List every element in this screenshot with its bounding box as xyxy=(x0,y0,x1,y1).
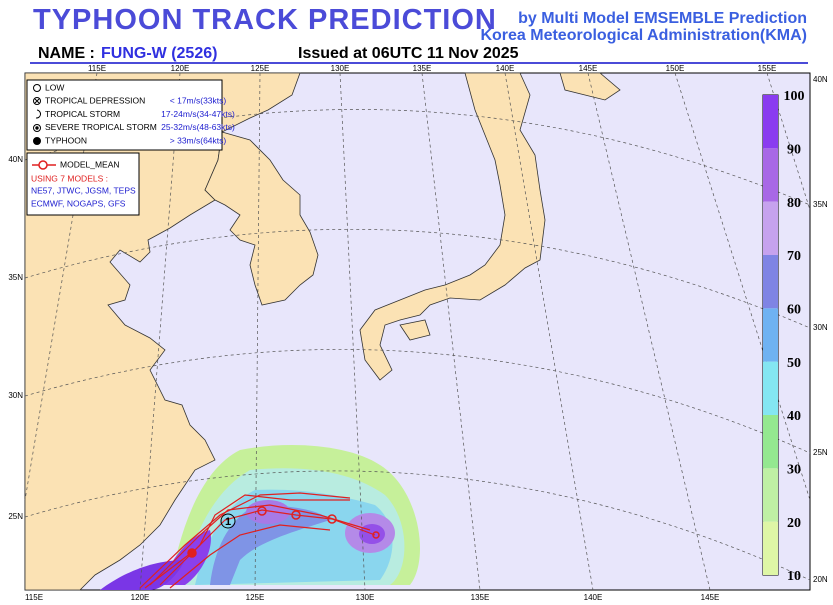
graticule xyxy=(24,72,811,591)
legend-models: ECMWF, NOGAPS, GFS xyxy=(31,198,126,208)
colorbar-label: 100 xyxy=(784,89,805,104)
legend-models: NE57, JTWC, JGSM, TEPS xyxy=(31,185,136,195)
colorbar-segment xyxy=(763,148,778,202)
lat-label: 25N xyxy=(813,448,828,457)
colorbar-segment xyxy=(763,201,778,255)
lon-label: 130E xyxy=(331,64,350,73)
colorbar-label: 10 xyxy=(787,569,801,584)
colorbar-label: 60 xyxy=(787,303,801,318)
lon-label: 125E xyxy=(251,64,270,73)
legend-label: MODEL_MEAN xyxy=(60,159,120,169)
lon-label: 115E xyxy=(25,593,43,602)
colorbar-segment xyxy=(763,468,778,522)
colorbar-segment xyxy=(763,521,778,575)
lon-label: 135E xyxy=(413,64,432,73)
track-marker-ring xyxy=(220,513,236,529)
lon-label: 155E xyxy=(758,64,777,73)
subtitle: Korea Meteorological Administration(KMA) xyxy=(480,27,807,44)
lat-label: 30N xyxy=(8,391,23,400)
lon-label: 135E xyxy=(471,593,490,602)
subtitle: by Multi Model EMSEMBLE Prediction xyxy=(518,10,807,27)
colorbar-segment xyxy=(763,95,778,149)
lat-label: 35N xyxy=(813,200,828,209)
colorbar-label: 80 xyxy=(787,196,801,211)
track-marker: 1 xyxy=(225,516,231,528)
legend-label: LOW xyxy=(45,82,64,92)
name-label: NAME : xyxy=(38,45,95,62)
legend-label: TROPICAL DEPRESSION xyxy=(45,96,145,106)
legend-speed: < 17m/s(33kts) xyxy=(170,96,227,106)
lat-label: 35N xyxy=(8,273,23,282)
lat-label: 20N xyxy=(813,575,828,584)
lon-label: 130E xyxy=(356,593,375,602)
lat-label: 25N xyxy=(8,512,23,521)
colorbar-segment xyxy=(763,308,778,362)
lat-label: 40N xyxy=(813,75,828,84)
colorbar-segment xyxy=(763,255,778,309)
legend-label: TYPHOON xyxy=(45,135,87,145)
title: TYPHOON TRACK PREDICTION xyxy=(33,4,497,36)
legend-speed: 17-24m/s(34-47kts) xyxy=(161,109,235,119)
lon-label: 140E xyxy=(584,593,603,602)
legend-speed: 25-32m/s(48-63kts) xyxy=(161,122,235,132)
track-points xyxy=(187,506,380,558)
colorbar-label: 90 xyxy=(787,143,801,158)
lon-label: 150E xyxy=(666,64,685,73)
colorbar-segment xyxy=(763,415,778,469)
lat-label: 40N xyxy=(8,155,23,164)
colorbar-label: 50 xyxy=(787,356,801,371)
legend-models: USING 7 MODELS : xyxy=(31,173,108,183)
colorbar-label: 30 xyxy=(787,463,801,478)
lon-label: 125E xyxy=(246,593,265,602)
lon-label: 120E xyxy=(131,593,150,602)
lon-label: 115E xyxy=(88,64,106,73)
typhoon-name: FUNG-W (2526) xyxy=(101,45,218,62)
lon-label: 120E xyxy=(171,64,190,73)
lon-label: 145E xyxy=(579,64,598,73)
legend xyxy=(26,79,223,216)
legend-label: TROPICAL STORM xyxy=(45,109,120,119)
legend-label: SEVERE TROPICAL STORM xyxy=(45,122,157,132)
lat-label: 30N xyxy=(813,323,828,332)
lon-label: 140E xyxy=(496,64,515,73)
lon-label: 145E xyxy=(701,593,720,602)
colorbar-label: 40 xyxy=(787,409,801,424)
colorbar-segment xyxy=(763,361,778,415)
legend-speed: > 33m/s(64kts) xyxy=(170,135,227,145)
issued-time: Issued at 06UTC 11 Nov 2025 xyxy=(298,45,519,62)
colorbar-label: 70 xyxy=(787,249,801,264)
colorbar-label: 20 xyxy=(787,516,801,531)
